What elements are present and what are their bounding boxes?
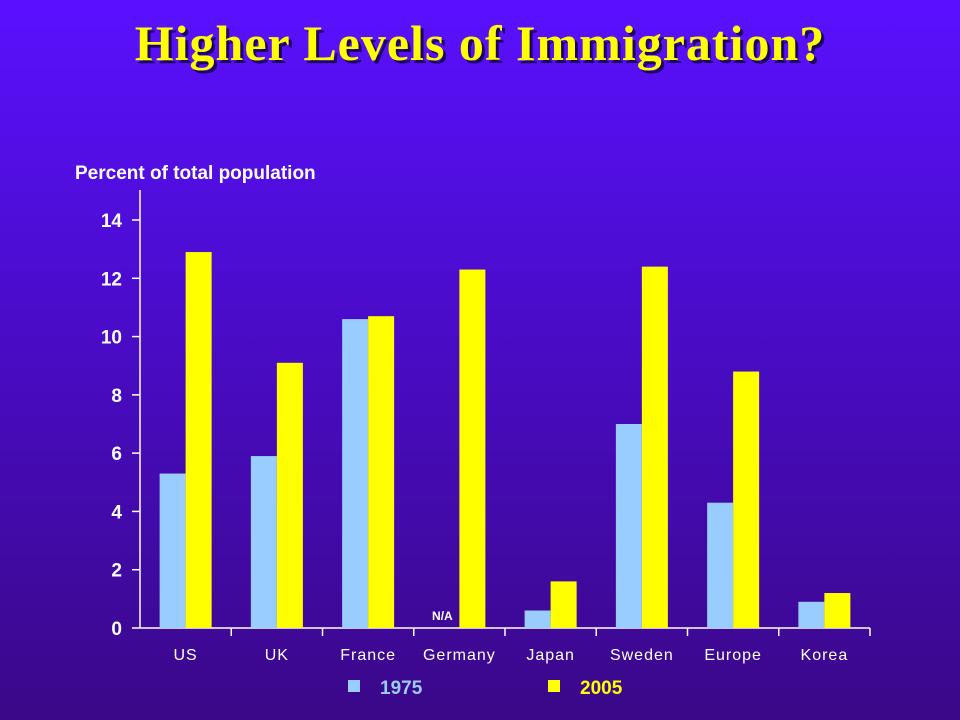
bar-2005-france — [368, 316, 395, 628]
bar-1975-sweden — [615, 424, 642, 628]
chart-annotations: N/A — [432, 609, 453, 623]
bar-2005-sweden — [641, 266, 668, 628]
y-tick-label: 4 — [111, 502, 122, 523]
x-category-label: France — [340, 647, 396, 664]
legend-swatch-1975 — [348, 680, 360, 692]
bar-1975-europe — [707, 502, 734, 628]
y-tick-label: 0 — [111, 619, 122, 640]
annotation-na: N/A — [432, 609, 453, 623]
bar-2005-us — [185, 252, 212, 629]
x-category-label: US — [174, 647, 198, 664]
chart-axes — [132, 190, 871, 636]
bar-2005-japan — [550, 581, 577, 628]
legend-label-1975: 1975 — [380, 678, 423, 699]
bar-2005-europe — [733, 371, 760, 628]
y-tick-label: 8 — [111, 386, 122, 407]
bar-1975-us — [159, 473, 186, 628]
bar-2005-korea — [824, 593, 851, 628]
y-axis-label: Percent of total population — [75, 163, 316, 184]
x-category-labels: US UK France Germany Japan Sweden Europe Korea — [174, 647, 849, 664]
bar-2005-uk — [276, 362, 303, 628]
x-category-label: Japan — [526, 647, 575, 664]
bar-1975-japan — [524, 610, 551, 628]
x-category-label: Germany — [423, 647, 496, 664]
x-category-label: UK — [265, 647, 289, 664]
bar-2005-germany — [459, 269, 486, 628]
y-tick-label: 14 — [101, 211, 123, 232]
x-category-label: Sweden — [610, 647, 674, 664]
bar-1975-korea — [798, 601, 825, 628]
y-tick-labels: 0 2 4 6 8 10 12 14 — [101, 211, 123, 640]
y-tick-label: 2 — [111, 561, 122, 582]
bar-1975-uk — [250, 456, 277, 628]
y-tick-label: 10 — [101, 328, 122, 349]
y-tick-label: 12 — [101, 269, 122, 290]
chart-bars — [159, 252, 851, 629]
x-category-label: Korea — [801, 647, 849, 664]
legend-swatch-2005 — [548, 680, 560, 692]
slide-title: Higher Levels of Immigration? — [134, 15, 826, 71]
bar-1975-france — [342, 319, 369, 628]
x-category-label: Europe — [704, 647, 762, 664]
chart-legend: 1975 2005 — [348, 678, 623, 699]
y-tick-label: 6 — [111, 444, 122, 465]
legend-label-2005: 2005 — [580, 678, 623, 699]
